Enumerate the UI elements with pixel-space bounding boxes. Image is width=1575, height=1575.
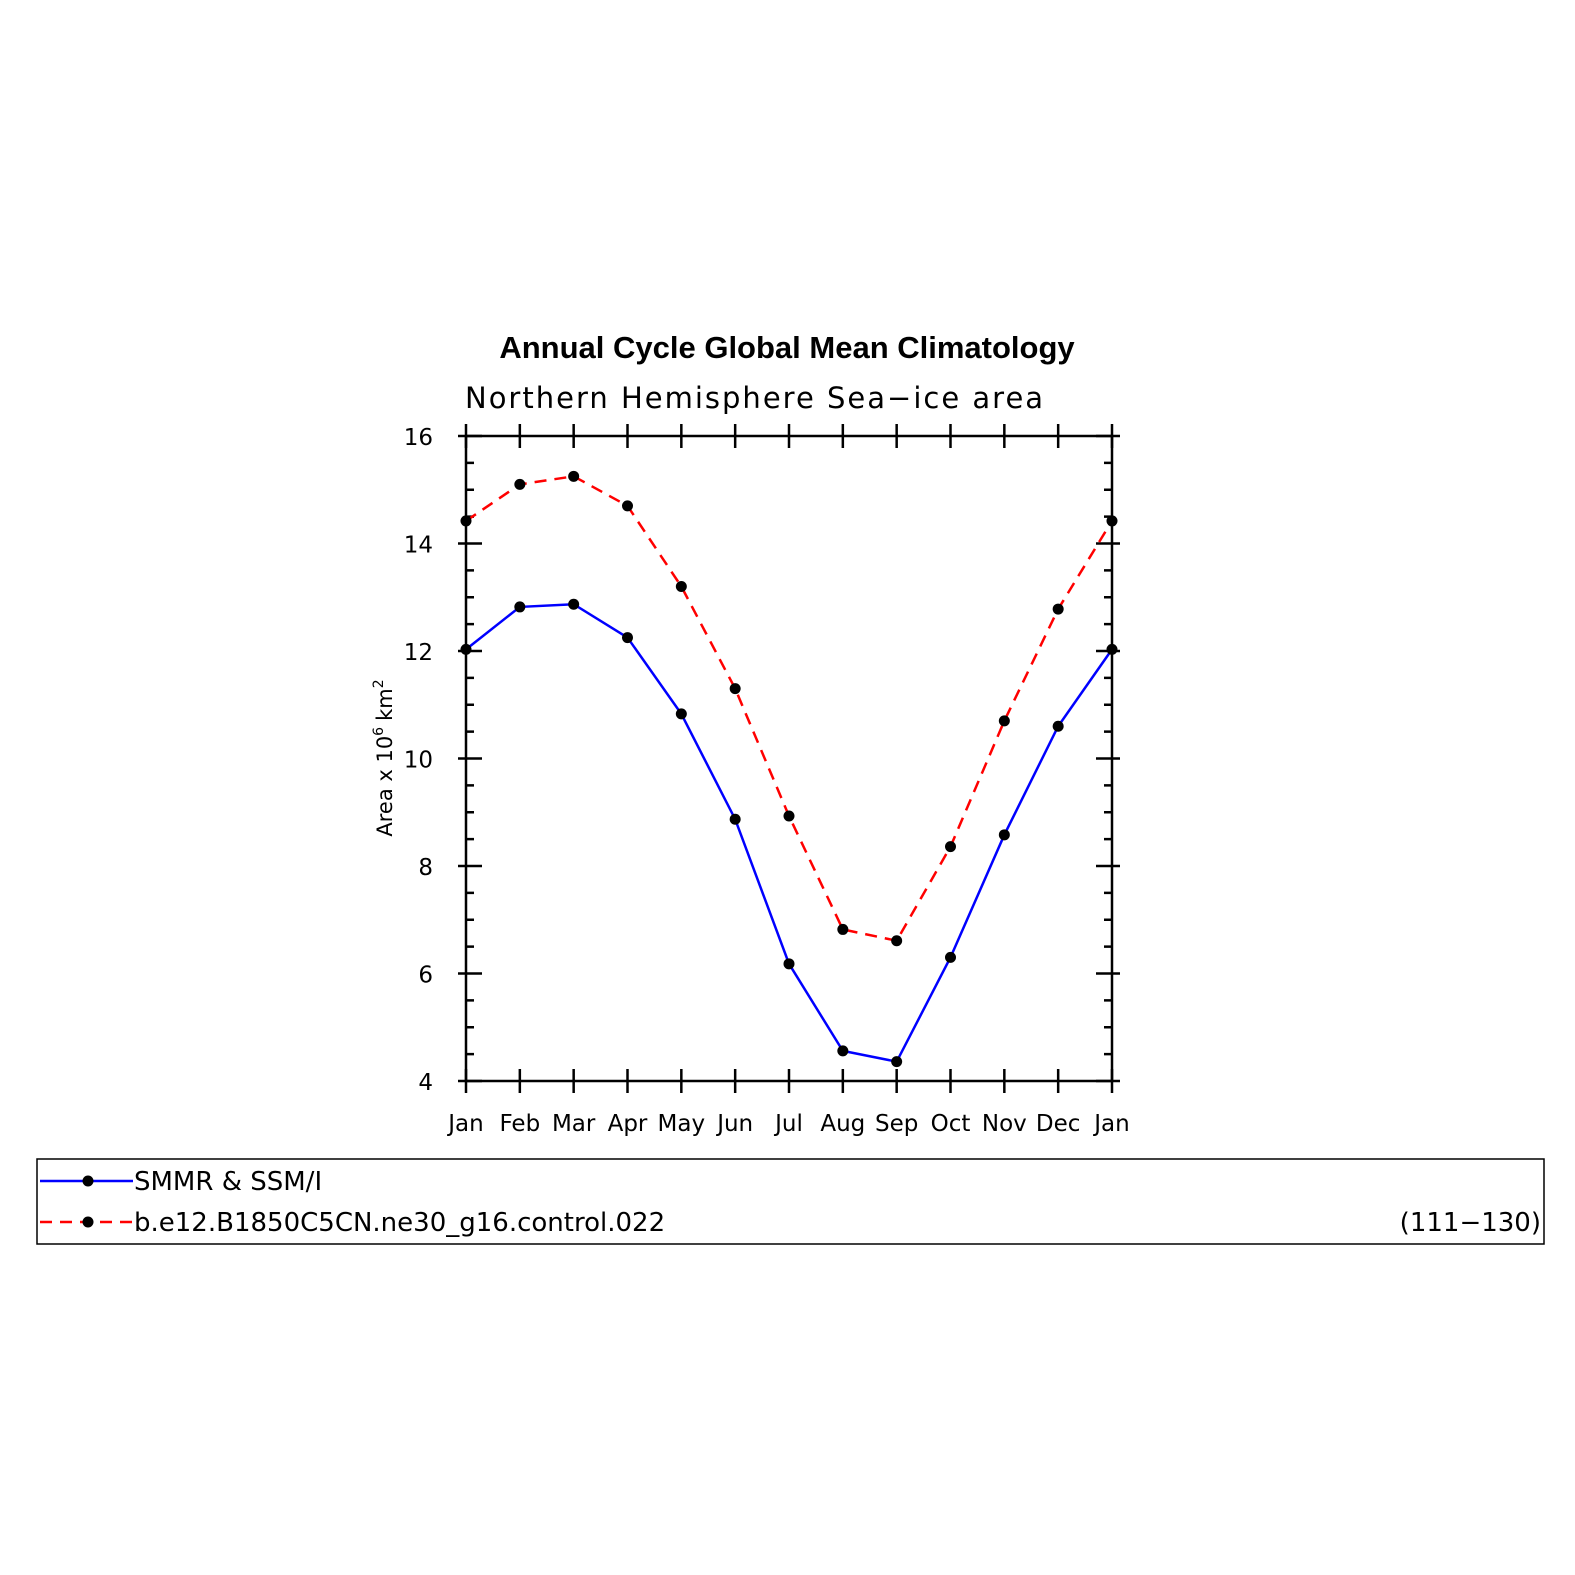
x-tick-label: Jan — [446, 1111, 483, 1137]
x-axis-labels: Jan Feb Mar Apr May Jun Jul Aug Sep Oct Nov Dec Jan — [446, 1111, 1129, 1137]
y-tick-label: 6 — [418, 963, 433, 989]
chart-title: Annual Cycle Global Mean Climatology — [499, 330, 1075, 365]
y-axis-label-exponent: 6 — [371, 727, 387, 736]
y-axis-label-unit-exponent: 2 — [371, 679, 387, 688]
x-tick-label: Nov — [982, 1111, 1027, 1137]
legend: SMMR & SSM/I b.e12.B1850C5CN.ne30_g16.co… — [36, 1158, 1545, 1245]
series-1-point — [460, 643, 472, 655]
series-2-point — [891, 935, 903, 947]
y-axis-label-text: Area x 10 — [373, 736, 397, 837]
series-1-point — [891, 1056, 903, 1068]
series-1-point — [1106, 643, 1118, 655]
x-tick-label: Jul — [773, 1111, 803, 1137]
series-1-point — [729, 813, 741, 825]
x-tick-label: Mar — [552, 1111, 596, 1137]
series-1-point — [675, 708, 687, 720]
x-tick-label: Sep — [875, 1111, 918, 1137]
chart-subtitle: Northern Hemisphere Sea−ice area — [465, 381, 1045, 415]
legend-entry-2: b.e12.B1850C5CN.ne30_g16.control.022 (11… — [40, 1208, 1541, 1238]
series-2-point — [514, 478, 526, 490]
y-axis-labels: 4 6 8 10 12 14 16 — [404, 425, 433, 1096]
legend-label-2: b.e12.B1850C5CN.ne30_g16.control.022 — [134, 1208, 665, 1238]
series-1-point — [945, 951, 956, 963]
x-tick-label: Apr — [608, 1111, 648, 1137]
axis-ticks — [458, 424, 1120, 1093]
plot-frame — [464, 434, 1114, 1083]
series-1-point — [568, 598, 580, 610]
series-2-point — [783, 810, 795, 822]
x-tick-label: Feb — [499, 1111, 540, 1137]
x-tick-label: Oct — [931, 1111, 971, 1137]
y-tick-label: 12 — [404, 640, 433, 666]
series-2-point — [622, 500, 633, 512]
series-1-point — [837, 1045, 849, 1057]
y-tick-label: 16 — [404, 425, 433, 451]
series-2-point — [568, 470, 580, 482]
y-tick-label: 8 — [418, 855, 433, 881]
series-2-point — [998, 715, 1010, 727]
series-2-point — [1052, 603, 1064, 615]
series-1-point — [998, 829, 1010, 841]
y-tick-label: 4 — [418, 1070, 433, 1096]
series-1-point — [783, 958, 795, 970]
legend-box — [36, 1158, 1545, 1245]
series-1-point — [514, 601, 526, 613]
legend-marker-2 — [82, 1216, 94, 1228]
legend-entry-1: SMMR & SSM/I — [40, 1167, 322, 1197]
legend-label-1: SMMR & SSM/I — [134, 1167, 322, 1197]
series-2-point — [1106, 515, 1118, 527]
x-tick-label: Dec — [1036, 1111, 1081, 1137]
series-line-2 — [465, 475, 1114, 943]
x-tick-label: Aug — [820, 1111, 865, 1137]
legend-note: (111−130) — [1400, 1208, 1541, 1238]
x-tick-label: May — [658, 1111, 706, 1137]
x-tick-label: Jun — [715, 1111, 753, 1137]
y-tick-label: 14 — [404, 533, 433, 559]
series-2-point — [945, 841, 956, 853]
series-layer — [460, 470, 1118, 1068]
series-2-point — [729, 683, 741, 695]
y-tick-label: 10 — [404, 748, 433, 774]
legend-marker-1 — [82, 1175, 94, 1187]
series-2-point — [837, 923, 849, 935]
plot-area — [458, 424, 1120, 1093]
series-2-point — [675, 581, 687, 592]
y-axis-label-unit: km — [373, 688, 397, 721]
series-1-point — [1052, 720, 1064, 732]
y-axis-label: Area x 106 km2 — [371, 679, 397, 836]
series-line-1 — [465, 602, 1114, 1064]
series-2-point — [460, 515, 472, 527]
x-tick-label: Jan — [1092, 1111, 1129, 1137]
series-1-point — [622, 632, 633, 644]
